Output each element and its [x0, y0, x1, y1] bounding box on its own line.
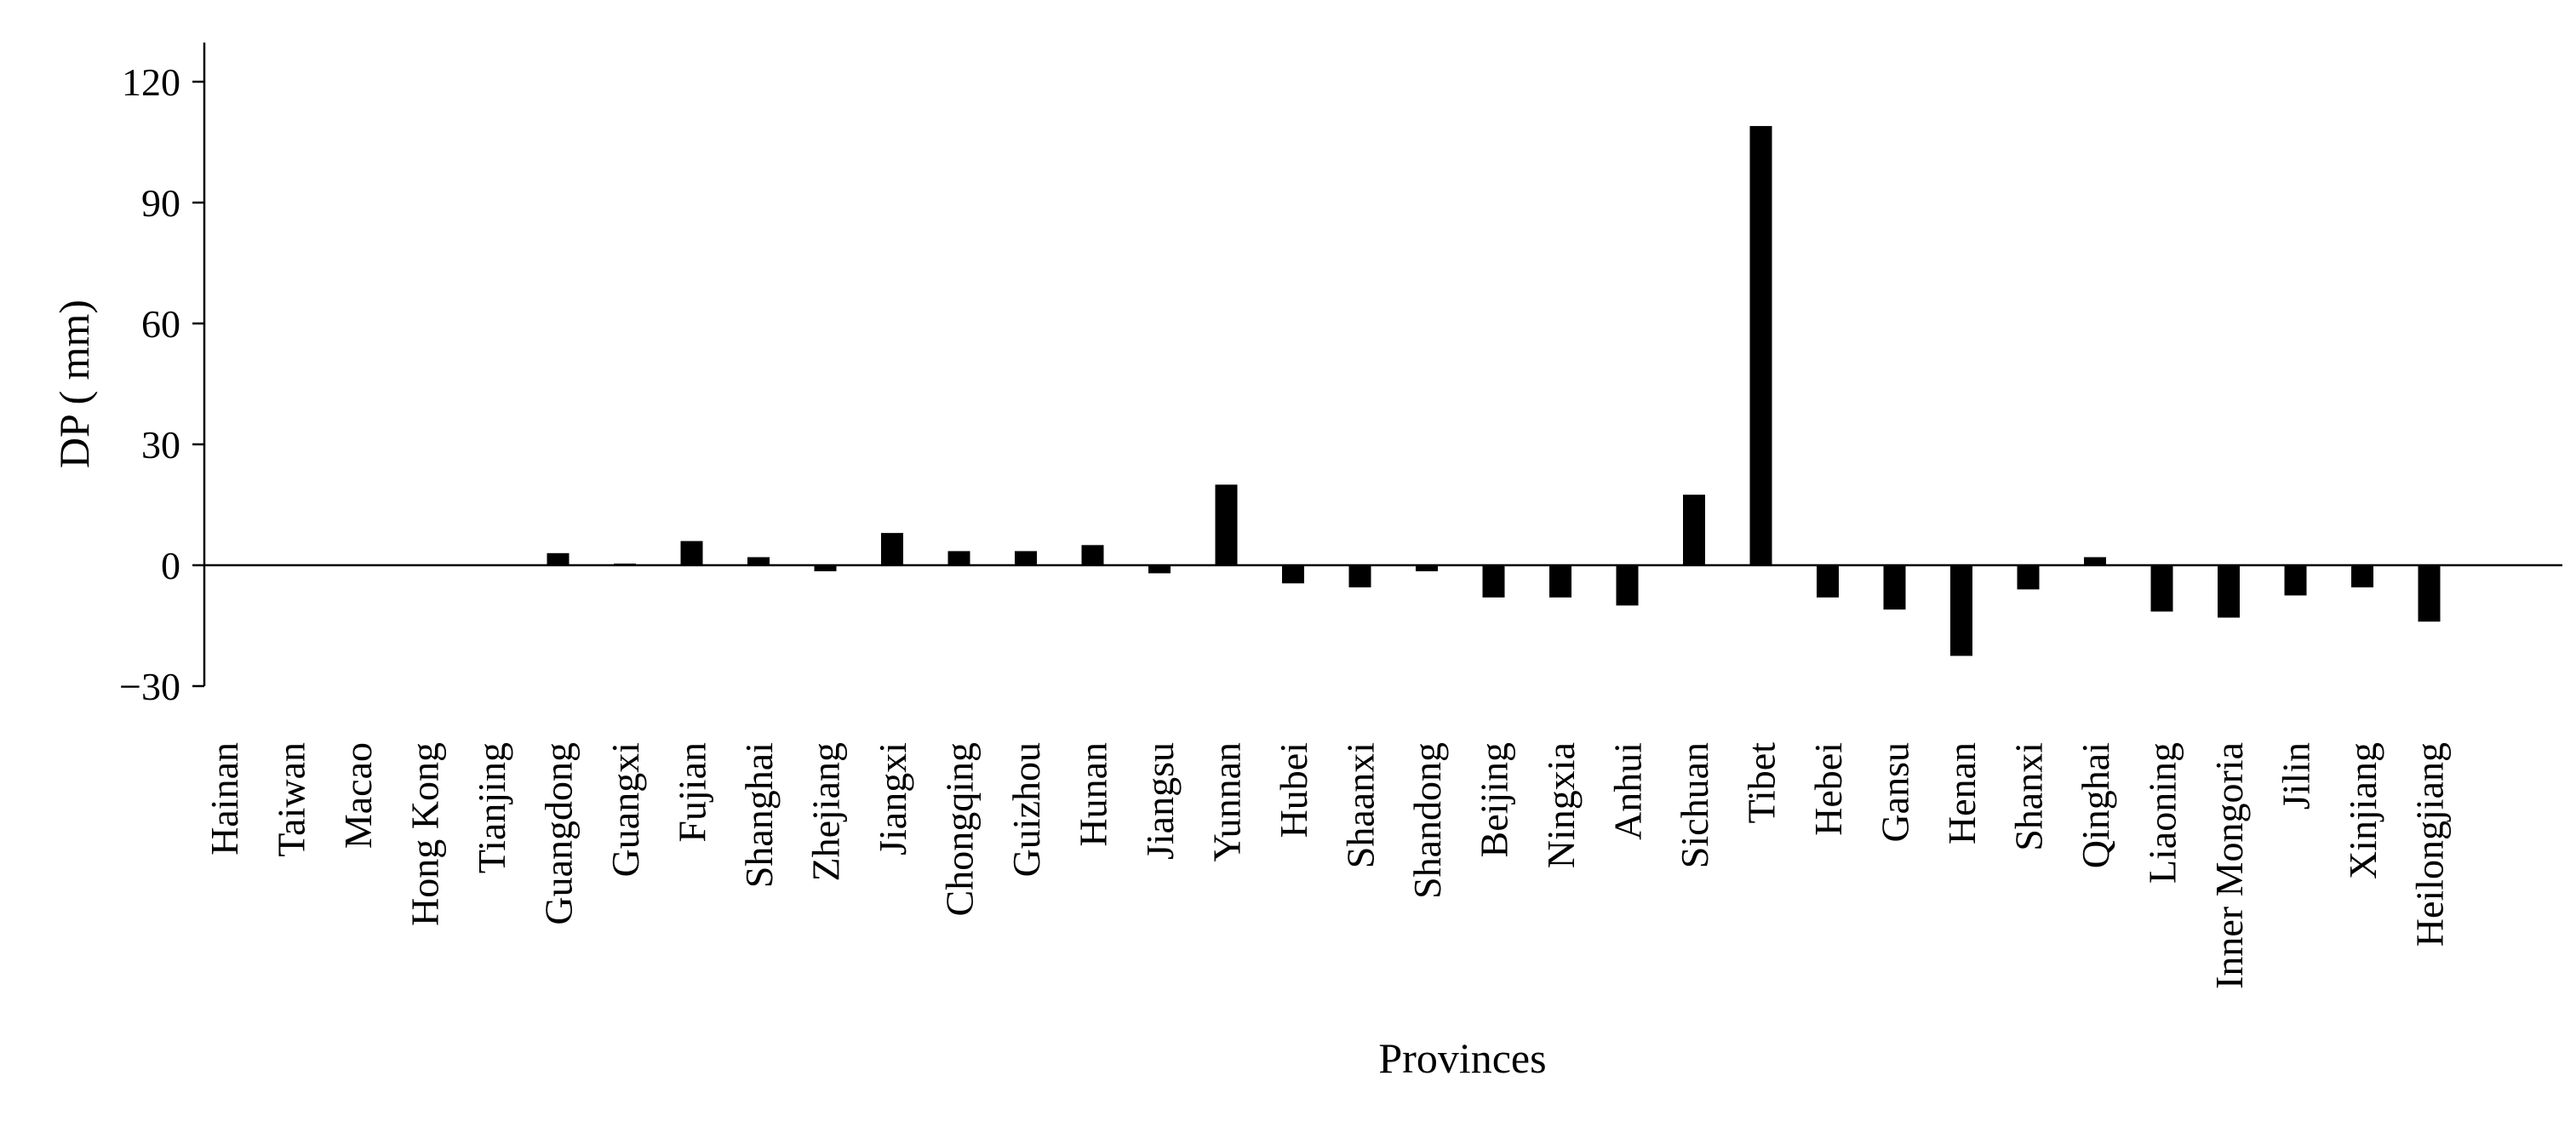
- x-tick-label: Hunan: [1072, 742, 1115, 847]
- bar-zhejiang: [814, 565, 837, 572]
- y-tick-label: 90: [141, 181, 180, 225]
- bar-liaoning: [2150, 565, 2173, 612]
- x-tick-label: Hubei: [1272, 742, 1315, 838]
- bar-anhui: [1616, 565, 1639, 606]
- bar-hebei: [1817, 565, 1839, 598]
- y-tick-label: −30: [119, 665, 180, 708]
- x-tick-label: Jiangsu: [1138, 742, 1182, 860]
- bar-ningxia: [1549, 565, 1571, 598]
- x-tick-label: Gansu: [1874, 742, 1917, 843]
- x-tick-label: Shandong: [1405, 742, 1449, 899]
- x-tick-label: Henan: [1940, 742, 1984, 844]
- bars: [547, 126, 2441, 656]
- x-tick-label: Shaanxi: [1339, 742, 1382, 868]
- y-tick-label: 120: [122, 60, 180, 104]
- bar-heilongjiang: [2418, 565, 2441, 622]
- x-tick-label: Taiwan: [270, 742, 313, 857]
- bar-hunan: [1081, 545, 1104, 565]
- bar-fujian: [680, 541, 703, 565]
- x-tick-label: Tianjing: [470, 742, 513, 873]
- bar-hubei: [1282, 565, 1304, 584]
- x-tick-label: Tibet: [1740, 742, 1783, 824]
- y-tick-labels: 120 90 60 30 0 −30: [119, 60, 180, 708]
- x-tick-label: Zhejiang: [804, 742, 848, 882]
- y-axis-title: DP ( mm): [50, 300, 98, 468]
- bar-guizhou: [1015, 551, 1037, 565]
- bar-jilin: [2284, 565, 2307, 596]
- x-tick-label: Hong Kong: [404, 742, 447, 926]
- x-tick-label: Guangxi: [604, 742, 647, 877]
- x-tick-label: Beijing: [1473, 742, 1516, 857]
- bar-qinghai: [2084, 557, 2106, 565]
- y-tick-label: 60: [141, 302, 180, 346]
- x-tick-label: Guangdong: [537, 742, 581, 925]
- bar-shandong: [1416, 565, 1438, 572]
- bar-jiangsu: [1148, 565, 1171, 574]
- y-tick-label: 30: [141, 423, 180, 466]
- x-tick-label: Jiangxi: [871, 742, 914, 855]
- bar-shanghai: [747, 557, 770, 565]
- x-tick-label: Xinjiang: [2341, 742, 2384, 879]
- bar-tibet: [1749, 126, 1772, 566]
- bar-jiangxi: [881, 533, 903, 565]
- bar-sichuan: [1683, 495, 1705, 565]
- x-tick-label: Jilin: [2275, 742, 2318, 810]
- x-tick-label: Guizhou: [1005, 742, 1048, 877]
- x-tick-label: Hebei: [1806, 742, 1850, 836]
- x-tick-label: Shanghai: [737, 742, 781, 888]
- x-tick-labels: Hainan Taiwan Macao Hong Kong Tianjing Guangd…: [203, 742, 2452, 989]
- x-tick-label: Hainan: [203, 742, 246, 855]
- bar-shaanxi: [1348, 565, 1371, 588]
- x-tick-label: Ningxia: [1539, 742, 1583, 868]
- x-tick-label: Yunnan: [1205, 742, 1249, 862]
- bar-yunnan: [1215, 484, 1238, 565]
- bar-xinjiang: [2351, 565, 2373, 588]
- y-tick-marks: [192, 80, 204, 688]
- x-tick-label: Inner Mongoria: [2207, 742, 2251, 989]
- bar-guangdong: [547, 552, 570, 565]
- bar-gansu: [1883, 565, 1906, 610]
- bar-inner-mongoria: [2218, 565, 2240, 618]
- x-tick-label: Sichuan: [1673, 742, 1716, 868]
- x-tick-label: Qinghai: [2074, 742, 2117, 868]
- x-tick-label: Shanxi: [2007, 742, 2051, 851]
- x-tick-label: Chongqing: [938, 742, 982, 916]
- x-tick-label: Macao: [336, 742, 380, 849]
- bar-chongqing: [947, 551, 970, 565]
- x-tick-label: Anhui: [1606, 742, 1650, 840]
- x-axis-title: Provinces: [1378, 1034, 1546, 1082]
- x-tick-label: Fujian: [671, 742, 714, 843]
- bar-shanxi: [2017, 565, 2040, 590]
- y-tick-label: 0: [161, 544, 180, 587]
- x-tick-label: Liaoning: [2141, 742, 2184, 884]
- x-tick-label: Heilongjiang: [2408, 742, 2452, 947]
- bar-beijing: [1482, 565, 1505, 598]
- bar-henan: [1950, 565, 1972, 656]
